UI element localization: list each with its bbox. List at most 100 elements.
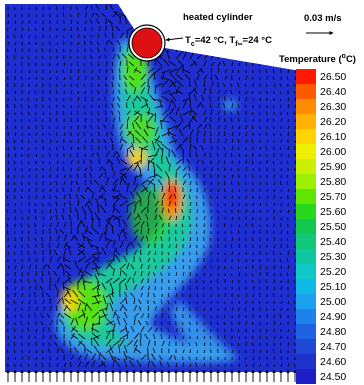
velocity-vector	[168, 236, 170, 242]
velocity-vector	[111, 103, 114, 109]
velocity-vector	[81, 309, 86, 319]
velocity-vector	[70, 139, 72, 144]
velocity-vector	[217, 131, 220, 137]
colorbar-tick-label: 25.00	[320, 296, 346, 308]
velocity-vector	[196, 223, 198, 228]
velocity-vector	[210, 258, 213, 263]
velocity-vector	[89, 172, 93, 179]
velocity-vector	[147, 73, 155, 81]
velocity-vector	[84, 83, 86, 88]
velocity-vector	[49, 215, 53, 221]
velocity-vector	[13, 342, 16, 347]
velocity-vector	[28, 167, 31, 172]
velocity-vector	[272, 126, 275, 130]
velocity-vector	[266, 84, 268, 88]
velocity-vector	[77, 56, 79, 60]
velocity-vector	[168, 335, 170, 340]
velocity-vector	[64, 313, 72, 319]
velocity-vector	[126, 330, 129, 340]
velocity-vector	[203, 116, 207, 123]
colorbar-tick-label: 25.80	[320, 176, 346, 188]
velocity-vector	[49, 83, 51, 88]
velocity-vector	[196, 201, 198, 207]
velocity-vector	[231, 55, 233, 60]
velocity-vector	[160, 76, 170, 81]
velocity-vector	[56, 153, 59, 158]
velocity-vector	[252, 293, 254, 298]
velocity-vector	[175, 251, 177, 256]
velocity-vector	[140, 313, 145, 319]
velocity-vector	[70, 167, 73, 172]
velocity-vector	[210, 145, 213, 151]
velocity-vector	[70, 180, 73, 186]
velocity-vector	[287, 301, 290, 305]
velocity-vector	[265, 335, 268, 340]
velocity-vector	[70, 19, 73, 25]
velocity-vector	[245, 7, 247, 11]
velocity-vector	[133, 96, 138, 102]
velocity-vector	[109, 344, 114, 354]
velocity-vector	[231, 174, 234, 179]
velocity-vector	[90, 118, 93, 123]
velocity-vector	[258, 356, 261, 361]
velocity-vector	[210, 81, 214, 88]
velocity-vector	[127, 130, 135, 137]
velocity-vector	[62, 208, 65, 214]
velocity-vector	[91, 82, 93, 88]
velocity-vector	[77, 41, 79, 46]
velocity-vector	[21, 69, 23, 74]
velocity-vector	[42, 299, 45, 305]
velocity-vector	[245, 244, 247, 249]
velocity-vector	[258, 279, 261, 284]
velocity-vector	[99, 353, 107, 361]
velocity-vector	[105, 261, 113, 270]
colorbar-tick-label: 25.20	[320, 266, 346, 278]
velocity-vector	[109, 282, 114, 291]
velocity-vector	[91, 227, 100, 235]
velocity-vector	[115, 25, 121, 32]
velocity-vector	[95, 12, 100, 18]
velocity-vector	[49, 41, 51, 46]
velocity-vector	[35, 174, 37, 179]
velocity-vector	[210, 216, 213, 221]
velocity-vector	[287, 27, 290, 32]
velocity-vector	[273, 251, 275, 256]
velocity-vector	[87, 187, 93, 193]
velocity-vector	[252, 301, 254, 305]
velocity-vector	[77, 256, 86, 263]
velocity-vector	[208, 95, 212, 102]
velocity-vector	[293, 230, 296, 235]
velocity-vector	[42, 327, 45, 333]
velocity-vector	[171, 149, 177, 158]
colorbar-swatch	[296, 339, 316, 354]
velocity-vector	[230, 244, 233, 249]
velocity-vector	[111, 195, 121, 200]
velocity-vector	[133, 235, 138, 242]
velocity-vector	[27, 272, 30, 277]
velocity-vector	[119, 167, 128, 172]
velocity-vector	[279, 314, 282, 319]
velocity-vector	[118, 344, 121, 354]
velocity-vector	[135, 129, 142, 137]
velocity-vector	[84, 20, 88, 25]
velocity-vector	[63, 362, 67, 368]
velocity-vector	[97, 111, 100, 116]
velocity-vector	[34, 237, 37, 242]
velocity-vector	[223, 329, 226, 333]
velocity-vector	[185, 26, 191, 32]
velocity-vector	[154, 138, 163, 144]
velocity-vector	[266, 6, 269, 11]
velocity-vector	[266, 111, 268, 116]
velocity-vector	[98, 68, 101, 74]
inlet-arrows	[6, 369, 304, 382]
velocity-vector	[203, 252, 206, 256]
velocity-vector	[48, 105, 51, 109]
velocity-vector	[189, 195, 191, 200]
velocity-vector	[238, 132, 241, 137]
velocity-vector	[21, 300, 23, 305]
velocity-vector	[238, 244, 241, 249]
velocity-vector	[259, 363, 261, 368]
velocity-vector	[245, 321, 247, 326]
velocity-vector	[175, 208, 177, 214]
velocity-vector	[252, 182, 254, 186]
